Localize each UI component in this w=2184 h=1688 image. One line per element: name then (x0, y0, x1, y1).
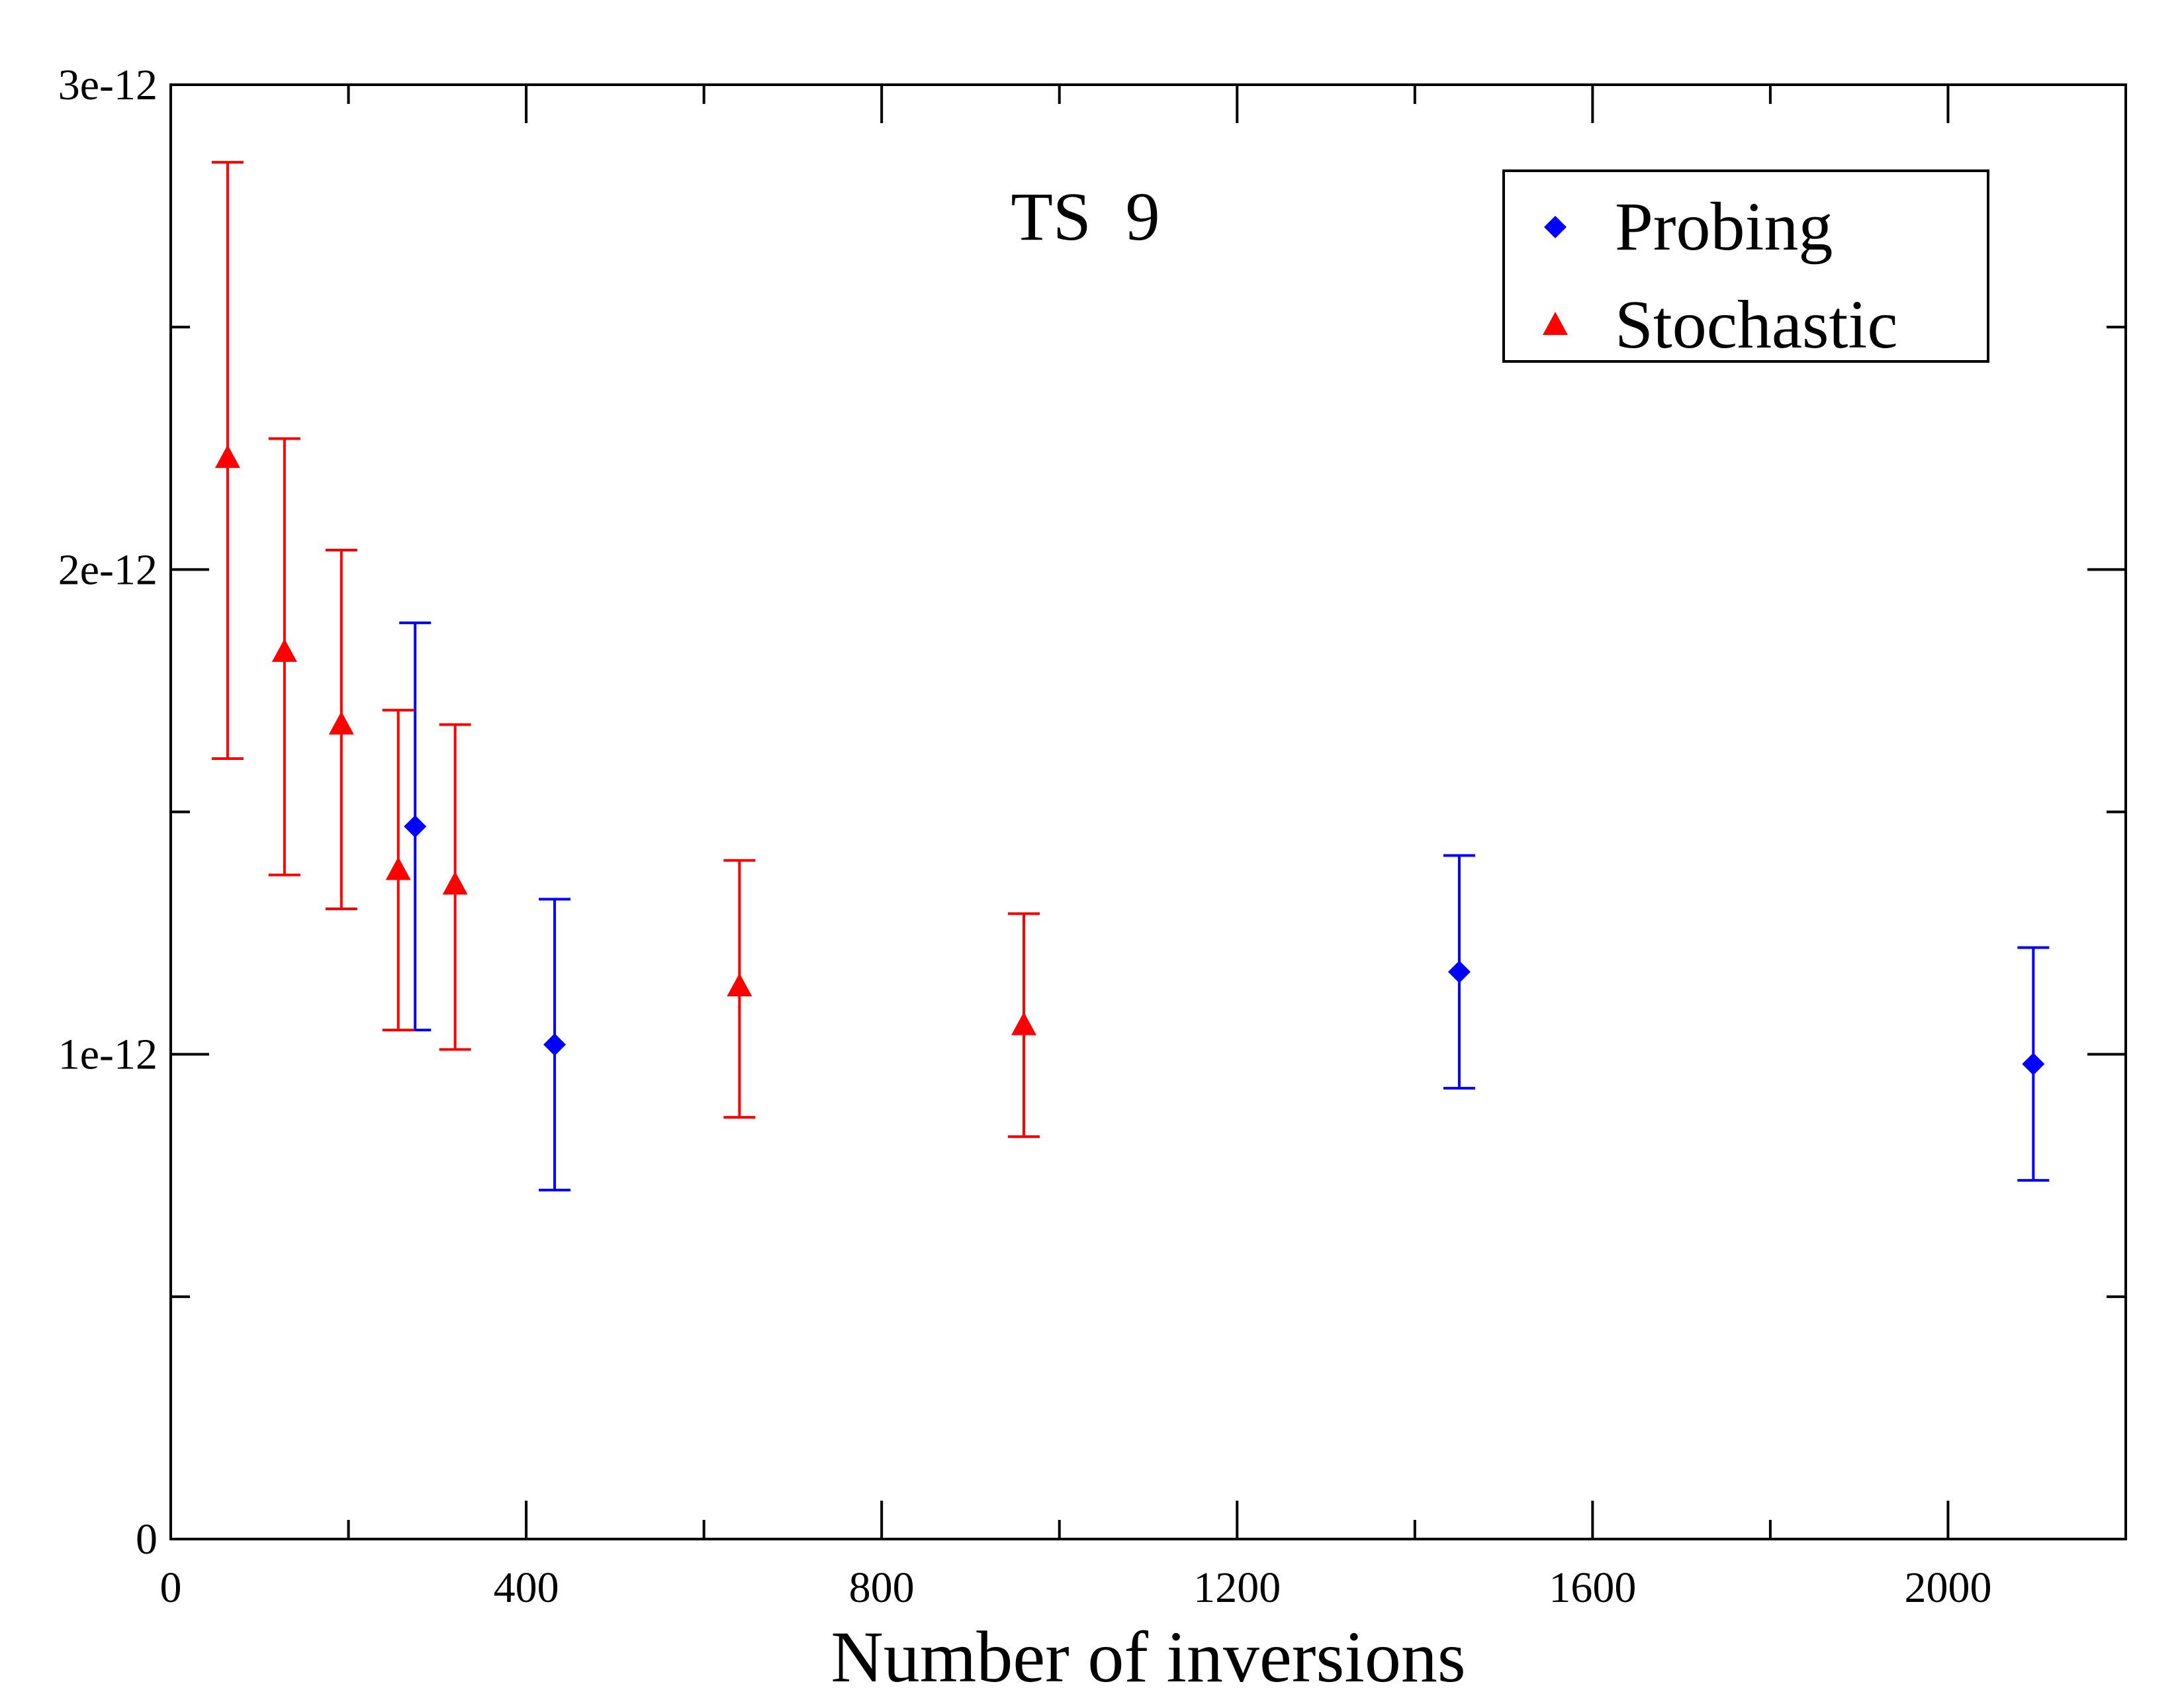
data-point-stochastic (271, 638, 297, 662)
data-point-stochastic (385, 857, 411, 880)
y-tick-label: 3e-12 (58, 61, 158, 109)
legend-marker-probing (1544, 216, 1567, 238)
y-tick-label: 2e-12 (58, 545, 158, 594)
x-axis-title: Number of inversions (831, 1617, 1465, 1688)
y-tick-label: 0 (136, 1515, 158, 1564)
legend-marker-stochastic (1543, 312, 1568, 335)
x-tick-label: 2000 (1904, 1564, 1991, 1612)
legend-label-stochastic: Stochastic (1615, 287, 1897, 363)
data-point-stochastic (442, 871, 468, 895)
legend-label-probing: Probing (1615, 189, 1833, 265)
data-markers (214, 444, 2045, 1076)
data-point-probing (1447, 961, 1471, 984)
x-tick-label: 1600 (1549, 1564, 1636, 1612)
axis-ticks (169, 83, 2126, 1540)
data-point-probing (404, 815, 427, 838)
x-tick-label: 800 (849, 1564, 915, 1612)
data-point-stochastic (214, 444, 240, 468)
x-tick-label: 1200 (1193, 1564, 1281, 1612)
tick-labels: 0 400 800 1200 1600 2000 0 1e-12 2e-12 3e-12 (58, 61, 1992, 1612)
data-point-probing (543, 1033, 567, 1056)
data-point-stochastic (727, 973, 752, 997)
data-point-probing (2022, 1053, 2045, 1076)
y-tick-label: 1e-12 (58, 1031, 158, 1079)
legend: Probing Stochastic (1502, 169, 1989, 363)
plot-annotation: TS 9 (1011, 179, 1160, 255)
data-point-stochastic (1011, 1011, 1037, 1035)
x-tick-label: 0 (160, 1564, 182, 1612)
data-point-stochastic (328, 711, 354, 735)
x-tick-label: 400 (494, 1564, 559, 1612)
legend-box (1502, 169, 1989, 363)
plot-frame (169, 83, 2127, 1540)
